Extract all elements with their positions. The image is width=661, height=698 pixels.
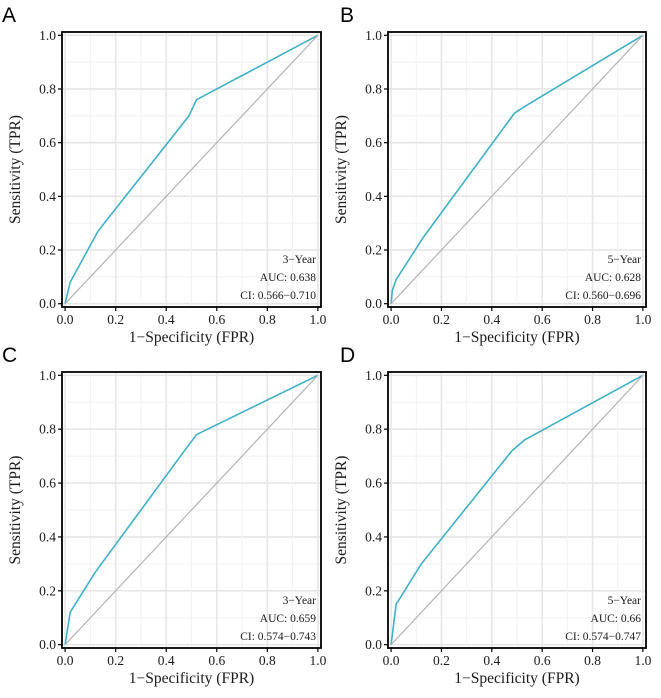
- x-tick-label: 0.6: [534, 653, 551, 668]
- y-tick-label: 0.4: [39, 529, 56, 544]
- roc-panel-c: 0.0 0.2 0.4 0.6 0.8 1.0 0.0 0.2 0.4 0.6 0.8 1.0 1−Sp…: [2, 344, 327, 687]
- x-tick-label: 0.6: [208, 653, 225, 668]
- y-tick-label: 0.0: [39, 296, 56, 311]
- annotation-auc: AUC: 0.659: [260, 613, 316, 625]
- x-tick-label: 1.0: [634, 312, 651, 327]
- x-tick-label: 0.4: [158, 653, 175, 668]
- reference-diagonal-line: [390, 374, 644, 646]
- y-tick-label: 0.2: [39, 583, 56, 598]
- annotation-ci: CI: 0.574−0.747: [565, 631, 641, 643]
- annotation-ci: CI: 0.574−0.743: [240, 631, 316, 643]
- x-tick-label: 0.8: [584, 312, 601, 327]
- y-tick-label: 1.0: [365, 368, 382, 383]
- y-axis-title: Sensitivity (TPR): [333, 456, 350, 565]
- annotation-auc: AUC: 0.628: [585, 272, 641, 284]
- annotation-period: 3−Year: [283, 254, 317, 266]
- annotation-ci: CI: 0.560−0.696: [565, 290, 641, 302]
- roc-curve-line: [64, 374, 319, 645]
- roc-panel-b: 0.0 0.2 0.4 0.6 0.8 1.0 0.0 0.2 0.4 0.6 0.8 1.0 1−Sp…: [333, 4, 652, 346]
- plot-frame: [61, 371, 322, 649]
- y-axis-title: Sensitivity (TPR): [333, 115, 350, 224]
- y-tick-label: 0.6: [39, 476, 56, 491]
- panel-letter: B: [340, 4, 354, 27]
- y-tick-label: 0.0: [365, 637, 382, 652]
- x-tick-label: 0.2: [107, 312, 124, 327]
- annotation-auc: AUC: 0.66: [591, 613, 642, 625]
- x-tick-label: 1.0: [309, 312, 326, 327]
- y-tick-label: 0.2: [365, 243, 382, 258]
- y-tick-label: 0.8: [39, 81, 56, 96]
- x-axis-title: 1−Specificity (FPR): [454, 670, 579, 687]
- y-axis-title: Sensitivity (TPR): [7, 456, 24, 565]
- x-axis-title: 1−Specificity (FPR): [129, 329, 254, 346]
- x-tick-label: 1.0: [309, 653, 326, 668]
- x-tick-label: 0.2: [107, 653, 124, 668]
- y-axis-title: Sensitivity (TPR): [7, 115, 24, 224]
- panel-letter: C: [2, 344, 17, 367]
- x-tick-label: 0.8: [584, 653, 601, 668]
- x-tick-label: 0.0: [383, 653, 400, 668]
- plot-frame: [387, 371, 647, 649]
- roc-curve-line: [64, 34, 319, 304]
- x-tick-label: 0.2: [433, 312, 450, 327]
- y-tick-label: 0.6: [365, 476, 382, 491]
- annotation-ci: CI: 0.566−0.710: [240, 290, 316, 302]
- roc-curve-line: [390, 374, 644, 645]
- panel-letter: A: [2, 4, 16, 27]
- x-tick-label: 0.8: [259, 653, 276, 668]
- annotation-period: 5−Year: [608, 595, 642, 607]
- y-tick-label: 0.2: [39, 243, 56, 258]
- x-tick-label: 0.6: [208, 312, 225, 327]
- x-axis-title: 1−Specificity (FPR): [129, 670, 254, 687]
- y-tick-label: 1.0: [39, 28, 56, 43]
- y-tick-label: 1.0: [39, 368, 56, 383]
- y-tick-label: 0.6: [365, 135, 382, 150]
- roc-panel-d: 0.0 0.2 0.4 0.6 0.8 1.0 0.0 0.2 0.4 0.6 0.8 1.0 1−Sp…: [333, 344, 652, 687]
- reference-diagonal-line: [390, 34, 644, 305]
- x-tick-label: 0.8: [259, 312, 276, 327]
- y-tick-label: 0.0: [365, 296, 382, 311]
- annotation-auc: AUC: 0.638: [260, 272, 316, 284]
- roc-panel-a: 0.0 0.2 0.4 0.6 0.8 1.0 0.0 0.2 0.4 0.6 0.8 1.0 1−Sp…: [2, 4, 327, 346]
- y-tick-label: 0.8: [39, 422, 56, 437]
- y-tick-label: 0.4: [39, 189, 56, 204]
- y-tick-label: 0.8: [365, 81, 382, 96]
- x-tick-label: 0.4: [483, 653, 500, 668]
- x-tick-label: 0.4: [483, 312, 500, 327]
- y-tick-label: 1.0: [365, 28, 382, 43]
- x-tick-label: 0.0: [383, 312, 400, 327]
- plot-frame: [387, 31, 647, 308]
- x-tick-label: 0.0: [57, 653, 74, 668]
- x-tick-label: 0.2: [433, 653, 450, 668]
- reference-diagonal-line: [64, 374, 319, 646]
- panel-letter: D: [340, 344, 355, 367]
- reference-diagonal-line: [64, 34, 319, 305]
- annotation-period: 3−Year: [283, 595, 317, 607]
- x-tick-label: 0.0: [57, 312, 74, 327]
- x-tick-label: 1.0: [634, 653, 651, 668]
- y-tick-label: 0.4: [365, 529, 382, 544]
- x-axis-title: 1−Specificity (FPR): [454, 329, 579, 346]
- x-tick-label: 0.4: [158, 312, 175, 327]
- y-tick-label: 0.0: [39, 637, 56, 652]
- y-tick-label: 0.2: [365, 583, 382, 598]
- y-tick-label: 0.4: [365, 189, 382, 204]
- x-tick-label: 0.6: [534, 312, 551, 327]
- y-tick-label: 0.6: [39, 135, 56, 150]
- y-tick-label: 0.8: [365, 422, 382, 437]
- plot-frame: [61, 31, 322, 308]
- annotation-period: 5−Year: [608, 254, 642, 266]
